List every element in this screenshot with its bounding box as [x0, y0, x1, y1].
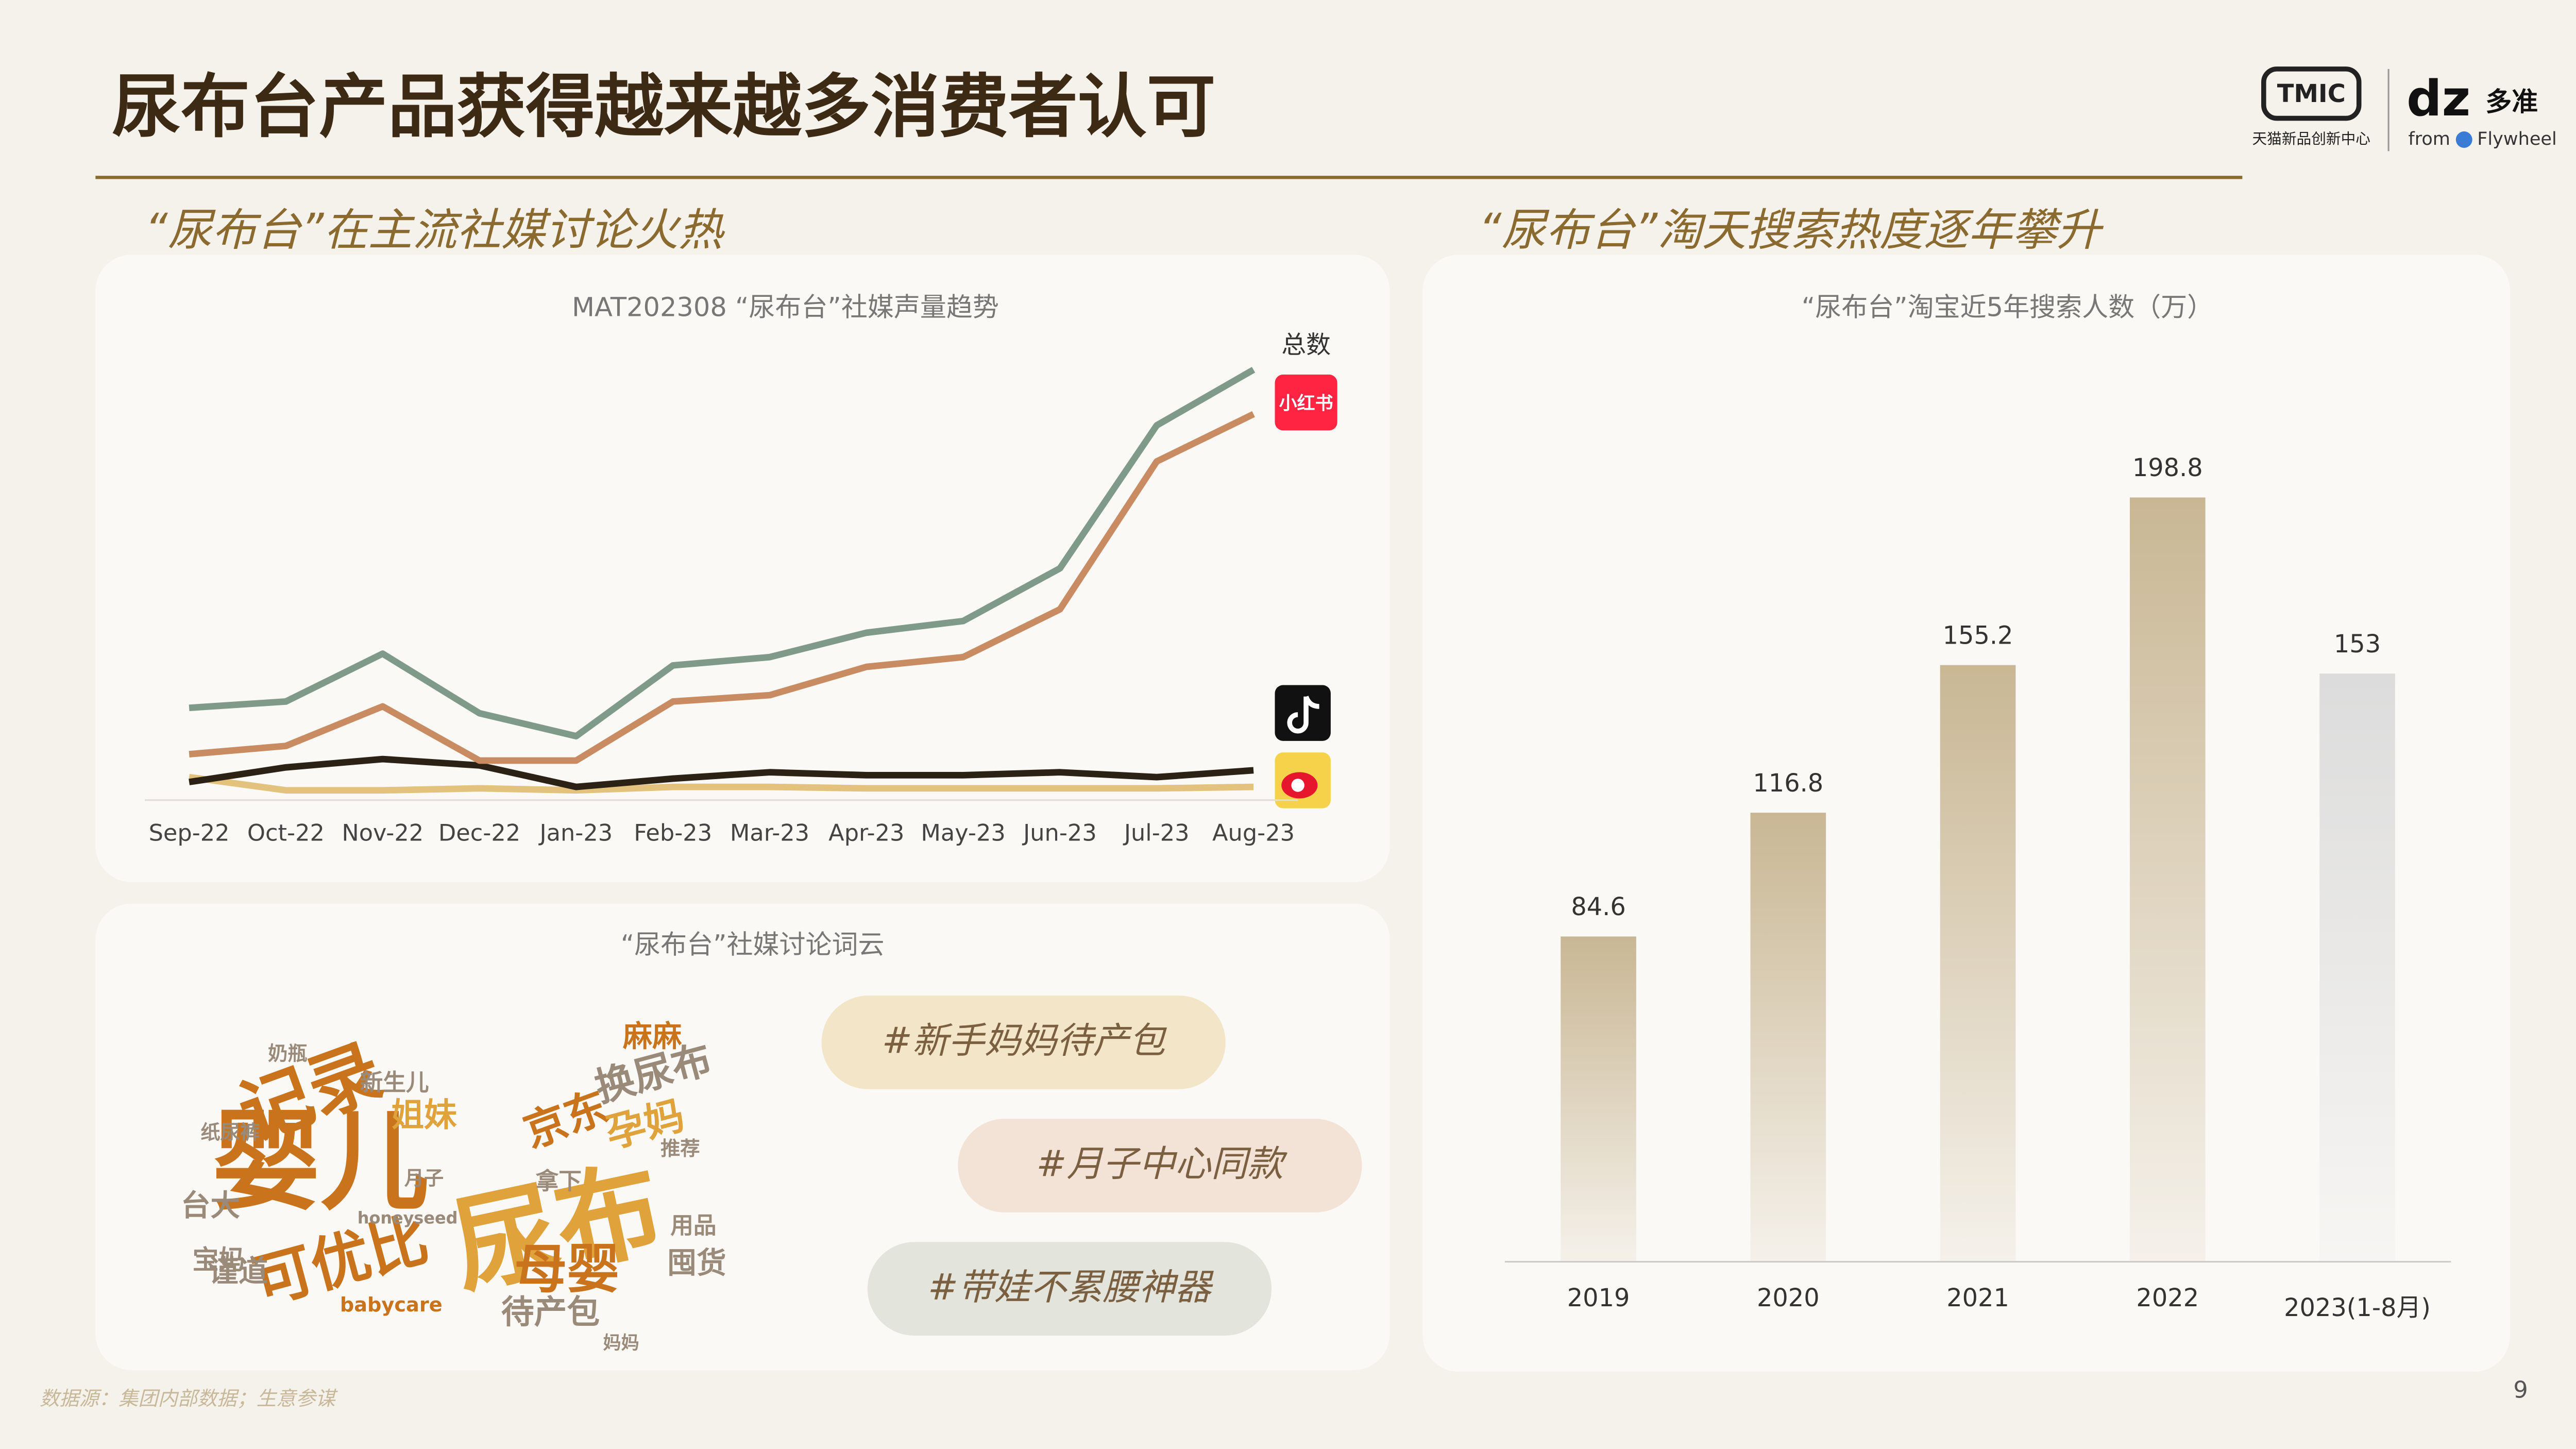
x-tick-label: Jan-23 — [538, 820, 613, 847]
slide-title: 尿布台产品获得越来越多消费者认可 — [112, 66, 1215, 147]
x-tick-label: 2021 — [1946, 1284, 2009, 1312]
section-heading: “尿布台”在主流社媒讨论火热 — [145, 205, 725, 256]
x-tick-label: Jun-23 — [1022, 820, 1097, 847]
x-tick-label: May-23 — [921, 820, 1005, 847]
cloud-word: 月子 — [404, 1167, 444, 1190]
chart-title: “尿布台”淘宝近5年搜索人数（万） — [1802, 292, 2213, 323]
bar — [1561, 936, 1636, 1262]
cloud-word: 新生儿 — [360, 1069, 429, 1096]
bar — [1940, 665, 2016, 1262]
x-tick-label: 2019 — [1567, 1284, 1630, 1312]
cloud-word: 妈妈 — [603, 1333, 639, 1354]
value-label: 155.2 — [1943, 621, 2013, 650]
wordcloud-title: “尿布台”社媒讨论词云 — [621, 930, 885, 960]
value-label: 84.6 — [1571, 893, 1625, 921]
x-tick-label: 2022 — [2136, 1284, 2199, 1312]
tmic-logo: TMIC — [2277, 80, 2346, 108]
x-tick-label: 2020 — [1757, 1284, 1820, 1312]
x-tick-label: 2023(1-8月) — [2284, 1294, 2431, 1322]
cloud-word: 用品 — [670, 1212, 716, 1239]
source: 数据源：集团内部数据；生意参谋 — [40, 1387, 338, 1410]
legend-label: 总数 — [1281, 331, 1331, 360]
cloud-word: 推荐 — [660, 1137, 700, 1160]
value-label: 198.8 — [2132, 454, 2203, 482]
xiaohongshu-icon — [1275, 374, 1337, 431]
x-tick-label: Aug-23 — [1212, 820, 1295, 847]
cloud-word: 母婴 — [514, 1239, 619, 1301]
dz-name: 多准 — [2485, 87, 2538, 117]
cloud-word: 麻麻 — [623, 1019, 682, 1054]
tag-pill — [867, 1242, 1272, 1336]
tmic-logo-box — [2261, 66, 2362, 121]
tmic-caption: 天猫新品创新中心 — [2252, 130, 2371, 147]
x-tick-label: Apr-23 — [828, 820, 904, 847]
cloud-word: 婴儿 — [212, 1099, 429, 1225]
x-tick-label: Nov-22 — [342, 820, 423, 847]
flywheel-text: Flywheel — [2477, 128, 2556, 149]
bar — [1750, 813, 1826, 1262]
cloud-word: 宝妈 — [192, 1245, 245, 1276]
legend-label: 小红书 — [1279, 393, 1333, 414]
line-series — [189, 366, 1256, 739]
cloud-word: 台大 — [181, 1188, 240, 1223]
cloud-word: 姐妹 — [391, 1097, 457, 1135]
cloud-word: 囤货 — [667, 1246, 726, 1280]
line-series — [189, 411, 1255, 764]
cloud-word: 纸尿裤 — [200, 1121, 260, 1144]
cloud-word: 待产包 — [501, 1293, 600, 1332]
douyin-glyph — [1287, 696, 1319, 734]
cloud-word: 谨道 — [209, 1254, 268, 1288]
from-text: from — [2408, 128, 2450, 149]
cloud-word: babycare — [340, 1293, 443, 1317]
x-tick-label: Dec-22 — [438, 820, 520, 847]
section-heading: “尿布台”淘天搜索热度逐年攀升 — [1479, 205, 2104, 256]
chart-title: MAT202308 “尿布台”社媒声量趋势 — [572, 292, 999, 323]
line-series — [189, 755, 1254, 790]
bar — [2129, 497, 2206, 1262]
x-tick-label: Sep-22 — [149, 820, 230, 847]
cloud-word: 拿下 — [536, 1168, 582, 1195]
x-tick-label: Jul-23 — [1123, 820, 1190, 847]
weibo-eye — [1291, 779, 1304, 792]
douyin-icon — [1275, 685, 1331, 741]
value-label: 153 — [2334, 630, 2381, 659]
tag-pill — [958, 1119, 1362, 1212]
tag-label: #月子中心同款 — [1037, 1143, 1288, 1185]
value-label: 116.8 — [1753, 769, 1823, 798]
cloud-word: honeyseed — [358, 1208, 458, 1228]
line-series — [189, 773, 1254, 794]
flywheel-icon — [2455, 131, 2472, 148]
x-tick-label: Oct-22 — [247, 820, 325, 847]
x-tick-label: Feb-23 — [634, 820, 712, 847]
bar — [2319, 673, 2395, 1262]
page-number: 9 — [2513, 1376, 2528, 1403]
tag-pill — [821, 996, 1226, 1089]
x-tick-label: Mar-23 — [730, 820, 809, 847]
tag-label: #带娃不累腰神器 — [928, 1266, 1214, 1308]
tag-label: #新手妈妈待产包 — [882, 1020, 1167, 1062]
cloud-word: 奶瓶 — [268, 1042, 307, 1065]
dz-logo: dz — [2406, 70, 2470, 127]
